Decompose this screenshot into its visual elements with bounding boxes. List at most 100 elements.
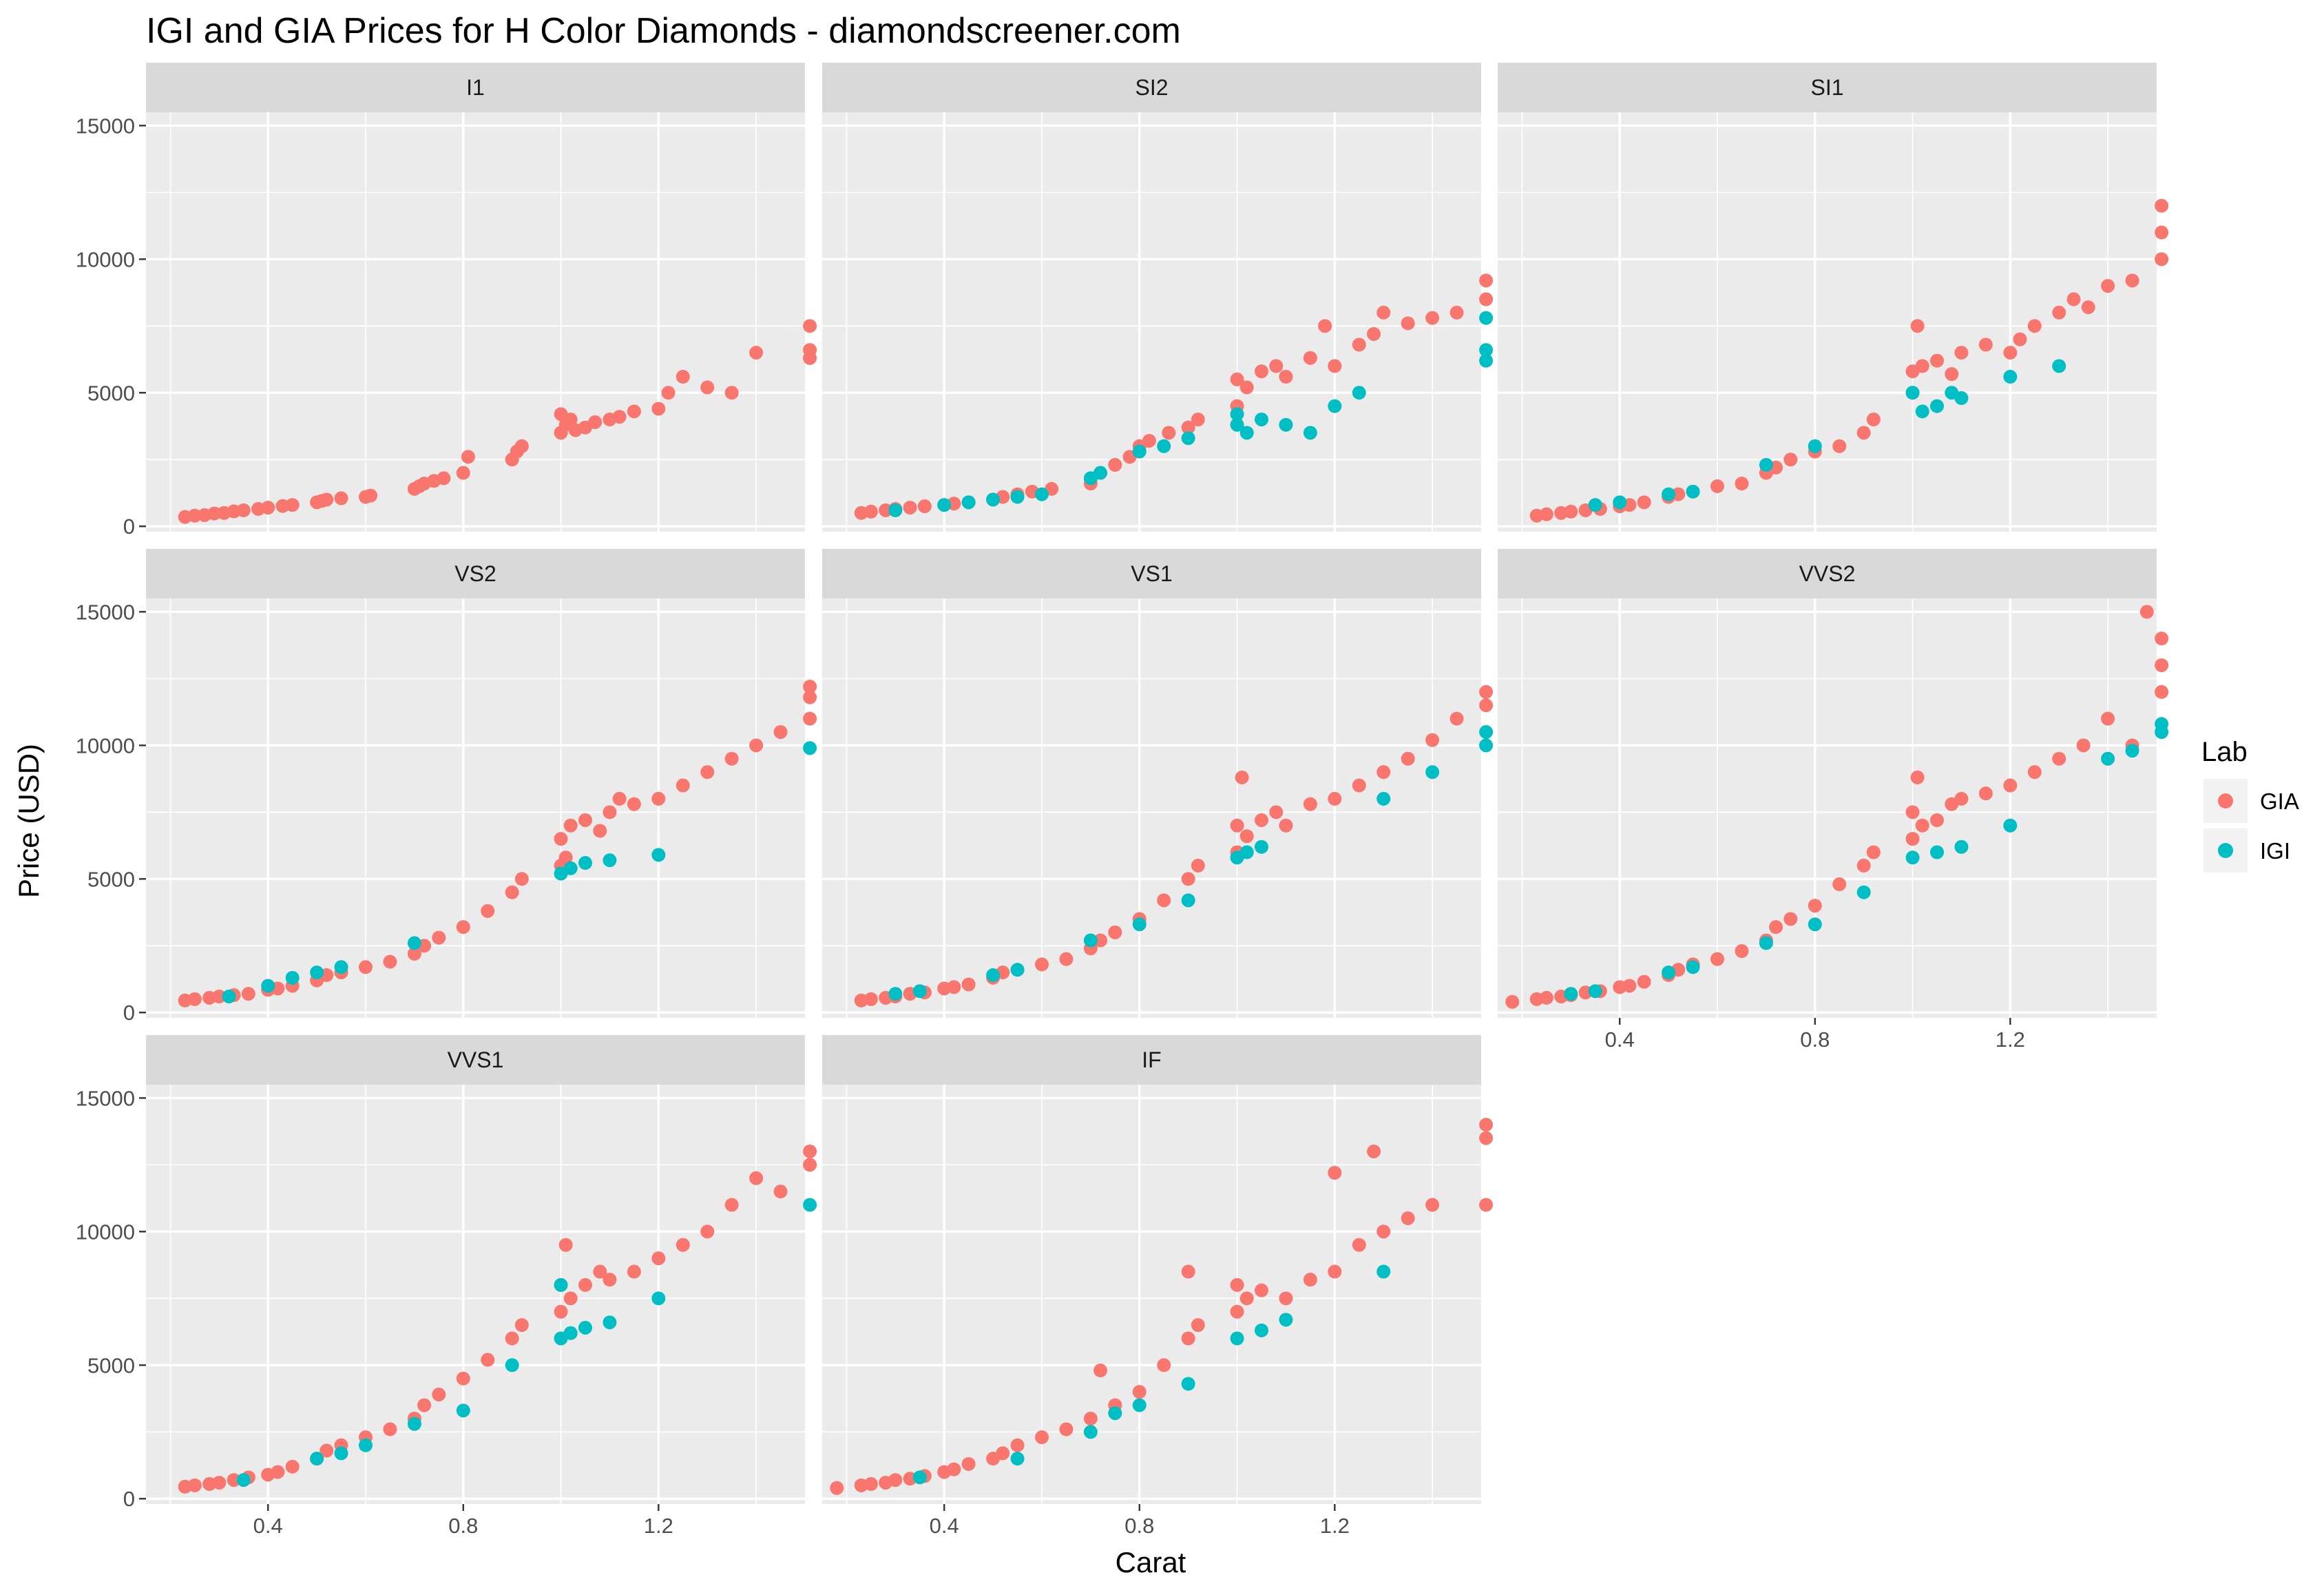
point-gia <box>1505 994 1520 1009</box>
point-gia <box>187 508 202 523</box>
x-tick-label: 0.8 <box>1800 1027 1830 1052</box>
point-igi <box>888 503 903 517</box>
point-gia <box>700 765 715 780</box>
point-igi <box>310 966 324 980</box>
point-igi <box>986 492 1001 507</box>
point-gia <box>514 439 529 453</box>
point-gia <box>1479 292 1494 306</box>
point-gia <box>1539 507 1553 521</box>
point-gia <box>903 501 917 515</box>
point-gia <box>236 503 251 517</box>
point-gia <box>1910 319 1925 333</box>
point-gia <box>863 992 878 1006</box>
point-igi <box>578 1320 592 1335</box>
point-igi <box>1613 495 1627 510</box>
point-igi <box>2003 818 2018 833</box>
point-gia <box>320 492 334 507</box>
point-gia <box>1808 899 1822 913</box>
x-tick-label: 1.2 <box>1320 1514 1350 1538</box>
point-igi <box>1239 845 1254 859</box>
point-igi <box>236 1473 251 1488</box>
point-gia <box>612 410 627 424</box>
point-gia <box>1367 1144 1381 1158</box>
y-tick-label: 5000 <box>87 867 135 891</box>
point-gia <box>749 738 764 753</box>
point-gia <box>1425 311 1440 325</box>
point-igi <box>1108 1406 1122 1421</box>
point-gia <box>2101 711 2115 726</box>
point-gia <box>1401 316 1415 331</box>
point-gia <box>364 488 378 503</box>
point-gia <box>773 724 788 739</box>
point-gia <box>563 413 578 427</box>
point-igi <box>1181 893 1195 908</box>
point-igi <box>1010 1452 1025 1466</box>
point-gia <box>1093 933 1108 948</box>
point-gia <box>1142 434 1156 448</box>
point-gia <box>651 791 666 806</box>
point-gia <box>554 1304 568 1319</box>
facet-panels: I1 0 5000 10000 15000 SI2 SI1 VS2 0 5000 10000 1500… <box>76 63 2169 1538</box>
point-gia <box>1269 359 1284 373</box>
point-gia <box>1328 791 1342 806</box>
point-gia <box>803 690 817 705</box>
point-igi <box>1255 1323 1268 1337</box>
facet-strip-label: VVS2 <box>1799 561 1856 586</box>
point-igi <box>2003 370 2018 384</box>
point-gia <box>2003 778 2018 793</box>
point-igi <box>1157 439 1171 453</box>
point-igi <box>407 936 421 950</box>
point-igi <box>1239 426 1254 440</box>
point-igi <box>578 856 592 870</box>
point-igi <box>2101 751 2115 766</box>
plot-background <box>146 598 805 1018</box>
point-gia <box>1059 952 1074 966</box>
point-gia <box>212 989 227 1003</box>
point-gia <box>1181 1264 1195 1279</box>
point-gia <box>1093 1364 1108 1378</box>
point-gia <box>187 1478 202 1492</box>
point-gia <box>803 1144 817 1158</box>
point-igi <box>1010 963 1025 977</box>
point-gia <box>627 404 641 419</box>
point-gia <box>749 346 764 360</box>
point-gia <box>505 885 519 899</box>
point-gia <box>1352 1238 1366 1252</box>
point-gia <box>285 1459 300 1474</box>
point-gia <box>481 1353 495 1367</box>
point-gia <box>1303 351 1317 365</box>
point-gia <box>724 1198 739 1212</box>
point-gia <box>1181 420 1195 435</box>
point-gia <box>2027 319 2042 333</box>
point-gia <box>1239 1291 1254 1306</box>
point-igi <box>1376 791 1391 806</box>
point-gia <box>2013 332 2027 346</box>
point-igi <box>1255 839 1268 854</box>
point-gia <box>1108 925 1122 939</box>
point-gia <box>803 351 817 365</box>
facet-strip-label: I1 <box>466 75 485 100</box>
facet-strip-label: IF <box>1142 1047 1161 1072</box>
point-gia <box>1978 337 1993 352</box>
point-gia <box>1637 495 1651 510</box>
point-gia <box>2081 300 2095 315</box>
point-igi <box>563 861 578 875</box>
y-tick-label: 10000 <box>76 247 135 271</box>
point-gia <box>212 1475 227 1490</box>
point-gia <box>2155 198 2169 213</box>
plot-background <box>822 598 1481 1018</box>
point-gia <box>554 832 568 846</box>
legend: Lab GIA IGI <box>2201 737 2299 873</box>
panel-vs2: VS2 0 5000 10000 15000 <box>76 549 817 1025</box>
point-gia <box>1622 979 1637 993</box>
point-gia <box>830 1481 844 1495</box>
legend-label: IGI <box>2260 838 2290 864</box>
y-tick-label: 0 <box>123 514 135 539</box>
point-gia <box>1866 845 1881 859</box>
facet-strip <box>822 549 1481 598</box>
point-gia <box>803 319 817 333</box>
point-igi <box>1808 439 1822 453</box>
point-gia <box>558 1238 573 1252</box>
point-igi <box>505 1358 519 1373</box>
point-gia <box>1905 805 1920 820</box>
